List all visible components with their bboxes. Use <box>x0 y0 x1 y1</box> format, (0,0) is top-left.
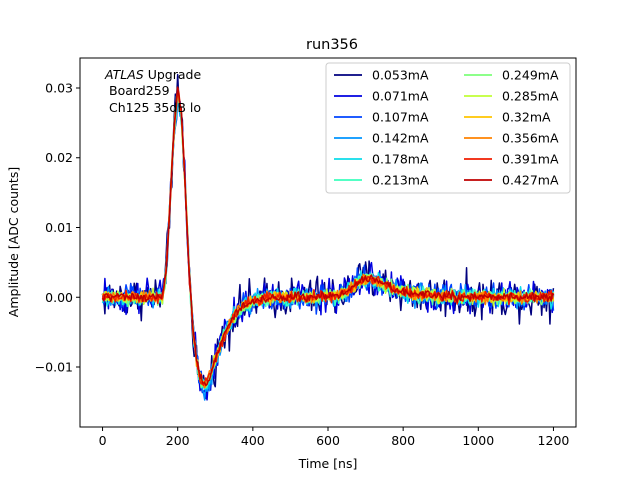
annotation-line-3: Ch125 35dB lo <box>109 100 201 115</box>
legend-label: 0.178mA <box>372 152 429 167</box>
legend-label: 0.142mA <box>372 131 429 146</box>
legend-label: 0.285mA <box>502 89 559 104</box>
legend-label: 0.391mA <box>502 152 559 167</box>
y-tick-label: 0.02 <box>45 150 73 165</box>
legend-label: 0.107mA <box>372 110 429 125</box>
legend-box <box>325 62 571 194</box>
y-tick-label: −0.01 <box>35 360 73 375</box>
atlas-annotation: ATLAS Upgrade Board259 Ch125 35dB lo <box>104 67 201 115</box>
legend-label: 0.249mA <box>502 68 559 83</box>
annotation-upgrade-text: Upgrade <box>144 67 202 82</box>
y-axis: −0.01 0.00 0.01 0.02 0.03 <box>35 80 80 375</box>
series-line-0.427mA <box>101 86 555 387</box>
y-axis-label: Amplitude [ADC counts] <box>6 167 21 317</box>
legend-label: 0.356mA <box>502 131 559 146</box>
annotation-line-1: ATLAS Upgrade <box>104 67 201 82</box>
x-axis-label: Time [ns] <box>298 456 358 471</box>
y-tick-label: 0.00 <box>45 290 73 305</box>
legend-label: 0.053mA <box>372 68 429 83</box>
x-tick-label: 200 <box>166 433 190 448</box>
x-tick-label: 0 <box>99 433 107 448</box>
legend-label: 0.213mA <box>372 173 429 188</box>
legend-label: 0.32mA <box>502 110 551 125</box>
series-layer <box>101 73 555 401</box>
legend-label: 0.071mA <box>372 89 429 104</box>
annotation-line-2: Board259 <box>109 83 170 98</box>
y-tick-label: 0.03 <box>45 80 73 95</box>
legend-label: 0.427mA <box>502 173 559 188</box>
x-tick-label: 400 <box>241 433 265 448</box>
plot-area <box>79 57 577 428</box>
x-axis: 0 200 400 600 800 1000 1200 <box>99 427 570 448</box>
chart-title: run356 <box>306 37 358 53</box>
annotation-atlas-text: ATLAS <box>104 67 144 82</box>
y-tick-label: 0.01 <box>45 220 73 235</box>
x-tick-label: 1200 <box>538 433 570 448</box>
legend: 0.053mA 0.071mA 0.107mA 0.142mA 0.178mA 0.213… <box>325 62 571 194</box>
x-tick-label: 1000 <box>462 433 494 448</box>
x-tick-label: 800 <box>391 433 415 448</box>
x-tick-label: 600 <box>316 433 340 448</box>
